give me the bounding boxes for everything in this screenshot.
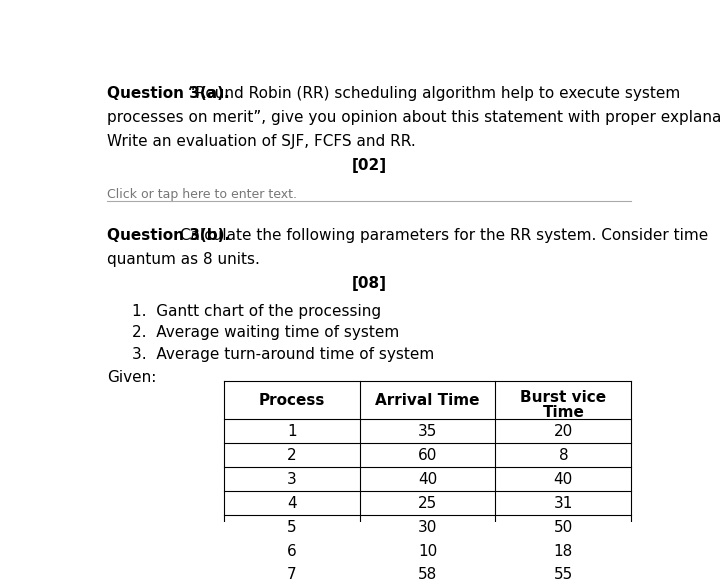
Text: 6: 6 — [287, 543, 297, 558]
Text: Given:: Given: — [107, 370, 156, 385]
Text: 30: 30 — [418, 520, 437, 534]
Text: 40: 40 — [554, 472, 573, 487]
Text: 1.  Gantt chart of the processing: 1. Gantt chart of the processing — [132, 304, 381, 319]
Text: 60: 60 — [418, 448, 437, 463]
Text: 3.  Average turn-around time of system: 3. Average turn-around time of system — [132, 347, 434, 362]
Text: Calculate the following parameters for the RR system. Consider time: Calculate the following parameters for t… — [181, 228, 708, 243]
Text: 40: 40 — [418, 472, 437, 487]
Text: Process: Process — [258, 393, 325, 408]
Text: 8: 8 — [559, 448, 568, 463]
Text: processes on merit”, give you opinion about this statement with proper explanati: processes on merit”, give you opinion ab… — [107, 110, 720, 125]
Text: Time: Time — [542, 406, 585, 420]
Text: Arrival Time: Arrival Time — [375, 393, 480, 408]
Text: 2: 2 — [287, 448, 297, 463]
Text: 50: 50 — [554, 520, 573, 534]
Text: 18: 18 — [554, 543, 573, 558]
Text: 1: 1 — [287, 424, 297, 439]
Text: [02]: [02] — [351, 158, 387, 173]
Text: 2.  Average waiting time of system: 2. Average waiting time of system — [132, 325, 399, 340]
Text: 25: 25 — [418, 496, 437, 510]
Text: 4: 4 — [287, 496, 297, 510]
Text: 7: 7 — [287, 567, 297, 582]
Text: 5: 5 — [287, 520, 297, 534]
Text: 20: 20 — [554, 424, 573, 439]
Text: [08]: [08] — [351, 275, 387, 291]
Text: 10: 10 — [418, 543, 437, 558]
Text: 3: 3 — [287, 472, 297, 487]
Text: Click or tap here to enter text.: Click or tap here to enter text. — [107, 188, 297, 201]
Text: 35: 35 — [418, 424, 437, 439]
Text: “Round Robin (RR) scheduling algorithm help to execute system: “Round Robin (RR) scheduling algorithm h… — [188, 86, 680, 101]
Text: 31: 31 — [554, 496, 573, 510]
Text: Question 3(a).: Question 3(a). — [107, 86, 230, 101]
Text: 55: 55 — [554, 567, 573, 582]
Text: quantum as 8 units.: quantum as 8 units. — [107, 252, 260, 267]
Text: Question 3(b).: Question 3(b). — [107, 228, 230, 243]
Text: Write an evaluation of SJF, FCFS and RR.: Write an evaluation of SJF, FCFS and RR. — [107, 134, 415, 149]
Text: 58: 58 — [418, 567, 437, 582]
Text: Burst vice: Burst vice — [521, 390, 606, 404]
